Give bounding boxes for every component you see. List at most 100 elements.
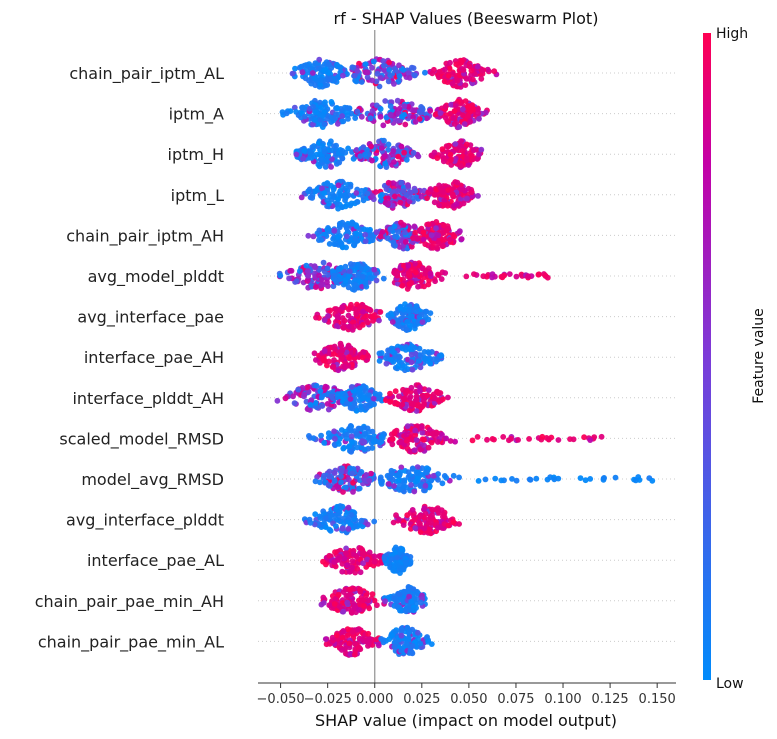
shap-point bbox=[344, 105, 351, 111]
shap-point bbox=[365, 630, 372, 637]
shap-point bbox=[476, 151, 482, 158]
shap-point bbox=[307, 194, 314, 201]
shap-point bbox=[582, 477, 589, 484]
shap-point bbox=[350, 64, 357, 71]
shap-point bbox=[587, 476, 594, 482]
shap-point bbox=[393, 596, 400, 603]
shap-point bbox=[340, 324, 347, 331]
x-tick-label: 0.100 bbox=[544, 692, 581, 707]
shap-point bbox=[350, 551, 357, 557]
shap-point bbox=[359, 438, 365, 444]
shap-point bbox=[395, 153, 402, 160]
shap-point bbox=[416, 345, 423, 352]
shap-point bbox=[274, 397, 281, 404]
shap-point bbox=[402, 559, 409, 566]
shap-point bbox=[331, 478, 338, 484]
shap-point bbox=[357, 545, 364, 552]
shap-point bbox=[425, 281, 432, 288]
shap-point bbox=[359, 273, 366, 280]
shap-point bbox=[369, 157, 375, 164]
shap-point bbox=[421, 525, 428, 532]
shap-point bbox=[345, 526, 352, 532]
shap-point bbox=[406, 74, 413, 81]
shap-point bbox=[332, 435, 338, 442]
shap-point bbox=[299, 69, 306, 76]
shap-point bbox=[421, 436, 427, 443]
shap-point bbox=[423, 115, 430, 122]
shap-point bbox=[442, 270, 449, 276]
shap-point bbox=[387, 111, 394, 118]
shap-point bbox=[376, 553, 383, 560]
shap-point bbox=[479, 67, 486, 74]
shap-point bbox=[427, 310, 434, 316]
shap-point bbox=[413, 437, 420, 443]
shap-point bbox=[412, 229, 419, 236]
shap-point bbox=[393, 310, 400, 316]
shap-point bbox=[354, 431, 360, 437]
shap-point bbox=[349, 564, 355, 571]
shap-point bbox=[403, 437, 410, 444]
shap-point bbox=[351, 640, 358, 647]
shap-point bbox=[312, 264, 318, 271]
shap-point bbox=[414, 235, 420, 242]
shap-point bbox=[362, 61, 369, 68]
shap-point bbox=[322, 383, 329, 390]
shap-point bbox=[360, 597, 367, 604]
shap-point bbox=[322, 99, 328, 106]
shap-point bbox=[321, 317, 328, 324]
shap-point bbox=[369, 77, 376, 84]
shap-point bbox=[371, 558, 378, 565]
shap-point bbox=[411, 107, 418, 114]
shap-point bbox=[317, 81, 324, 88]
shap-point bbox=[373, 229, 380, 236]
shap-point bbox=[312, 478, 319, 485]
shap-point bbox=[340, 608, 347, 615]
shap-point bbox=[372, 390, 379, 397]
shap-point bbox=[432, 395, 438, 402]
x-tick-label: 0.075 bbox=[497, 692, 534, 707]
shap-point bbox=[402, 229, 408, 236]
shap-point bbox=[406, 346, 413, 352]
shap-point bbox=[300, 155, 306, 162]
shap-point bbox=[362, 231, 368, 238]
shap-point bbox=[358, 265, 365, 272]
shap-point bbox=[343, 400, 350, 407]
shap-point bbox=[452, 141, 459, 147]
shap-point bbox=[348, 609, 355, 616]
shap-point bbox=[364, 521, 371, 528]
shap-point bbox=[344, 562, 350, 568]
shap-point bbox=[395, 363, 402, 369]
shap-point bbox=[340, 445, 347, 452]
data-points bbox=[274, 56, 656, 658]
shap-point bbox=[288, 267, 295, 274]
shap-point bbox=[293, 278, 300, 285]
shap-point bbox=[398, 143, 405, 150]
shap-point bbox=[459, 148, 466, 154]
shap-point bbox=[471, 271, 477, 277]
shap-point bbox=[348, 427, 354, 434]
shap-point bbox=[413, 303, 420, 309]
shap-point bbox=[319, 185, 325, 192]
shap-point bbox=[331, 470, 338, 476]
x-tick-label: 0.025 bbox=[403, 692, 440, 707]
shap-point bbox=[376, 358, 383, 364]
shap-point bbox=[318, 77, 324, 84]
shap-point bbox=[324, 279, 330, 286]
shap-point bbox=[312, 117, 318, 123]
shap-point bbox=[320, 594, 327, 601]
shap-point bbox=[420, 236, 427, 243]
shap-point bbox=[353, 223, 360, 230]
shap-point bbox=[320, 231, 327, 238]
colorbar-low-label: Low bbox=[716, 676, 744, 692]
shap-point bbox=[342, 203, 349, 210]
shap-point bbox=[398, 647, 405, 654]
feature-label: avg_interface_plddt bbox=[66, 511, 224, 531]
shap-point bbox=[403, 608, 409, 615]
feature-label: scaled_model_RMSD bbox=[59, 429, 224, 449]
shap-point bbox=[383, 360, 390, 367]
shap-point bbox=[319, 142, 326, 149]
shap-point bbox=[396, 354, 403, 361]
shap-point bbox=[362, 238, 369, 245]
shap-point bbox=[468, 189, 475, 196]
